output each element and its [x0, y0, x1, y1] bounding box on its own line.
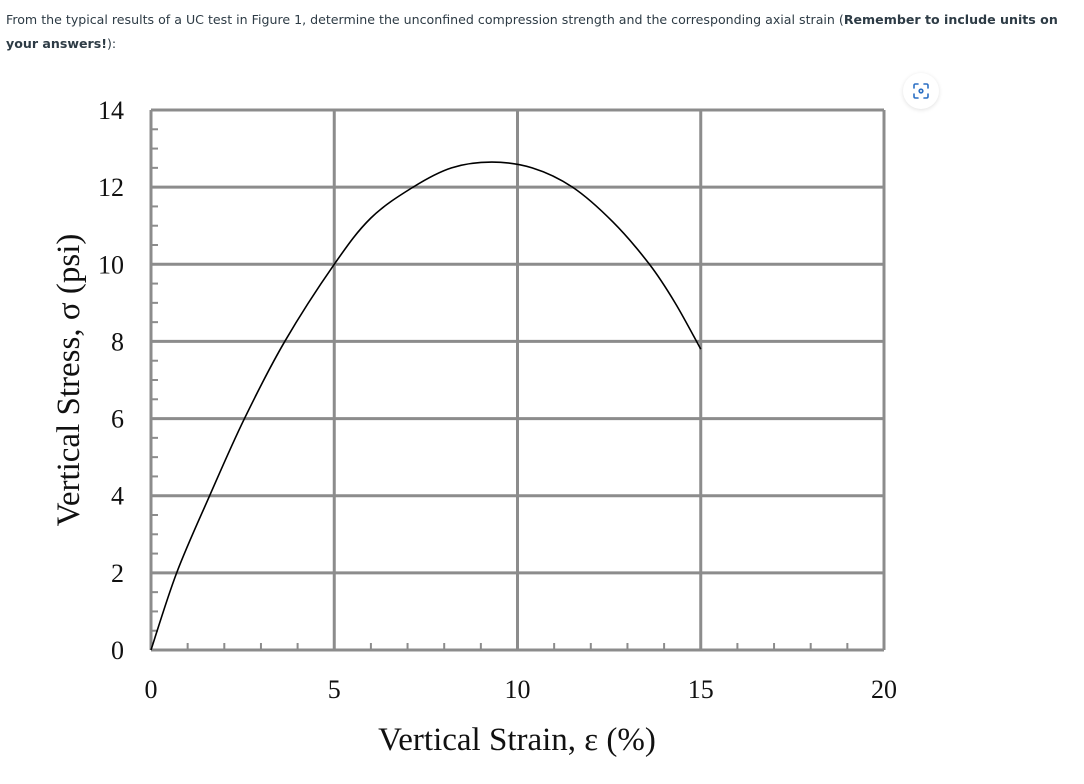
y-tick-label: 2 [111, 559, 124, 588]
question-tail: ): [107, 36, 117, 51]
stress-strain-curve [150, 161, 702, 651]
x-tick-label: 5 [328, 675, 341, 704]
chart-grid [149, 108, 886, 652]
expand-image-button[interactable] [903, 73, 939, 109]
x-axis-label: Vertical Strain, ε (%) [378, 722, 656, 758]
question-text: From the typical results of a UC test in… [6, 8, 1078, 56]
x-tick-label: 15 [688, 675, 714, 704]
question-body: From the typical results of a UC test in… [6, 12, 844, 27]
y-tick-label: 4 [111, 482, 124, 511]
chart-minor-ticks [151, 128, 849, 650]
y-tick-label: 0 [111, 636, 124, 665]
question-emphasis: Remember to include units on your answer… [6, 12, 1058, 51]
x-tick-label: 20 [871, 675, 897, 704]
x-tick-label: 10 [505, 675, 531, 704]
y-tick-label: 8 [111, 327, 124, 356]
y-tick-label: 14 [98, 96, 124, 125]
x-tick-label: 0 [145, 675, 158, 704]
y-tick-label: 12 [98, 173, 124, 202]
x-axis-tick-labels: 0 5 10 15 20 [145, 675, 898, 704]
y-axis-tick-labels: 0 2 4 6 8 10 12 14 [98, 96, 124, 665]
focus-expand-icon [913, 83, 929, 99]
y-tick-label: 6 [111, 405, 124, 434]
y-tick-label: 10 [98, 250, 124, 279]
y-axis-label: Vertical Stress, σ (psi) [51, 234, 87, 527]
